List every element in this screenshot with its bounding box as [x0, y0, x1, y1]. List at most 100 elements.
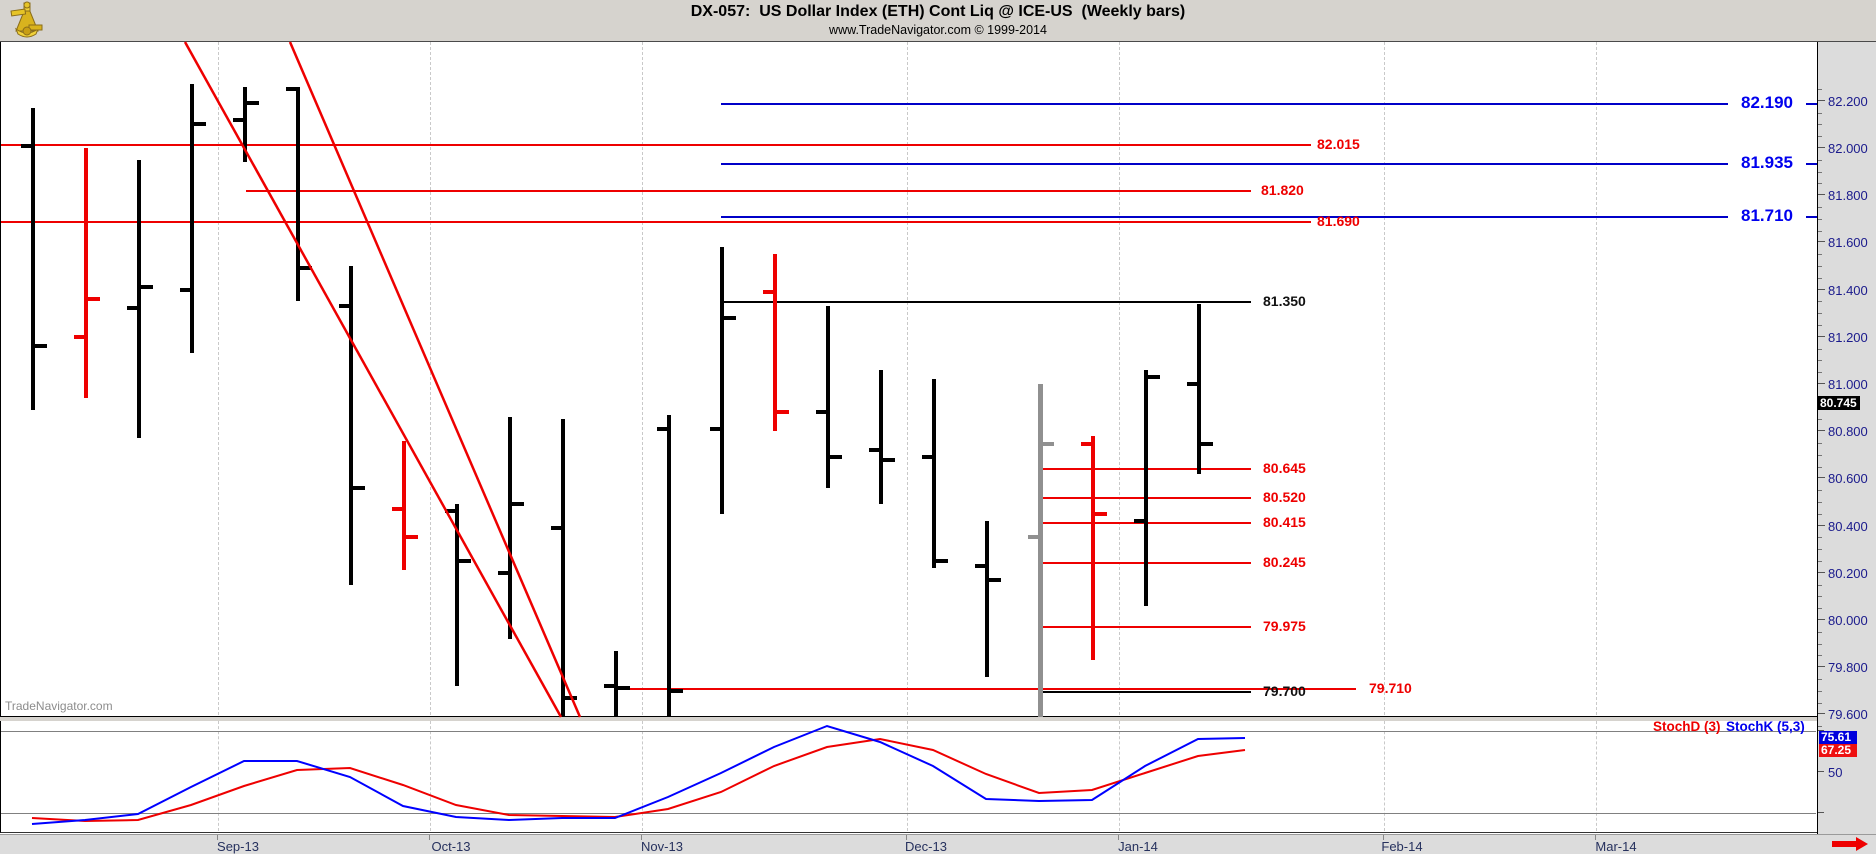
bar-close-tick: [616, 686, 630, 690]
price-tick-label: 80.200: [1828, 566, 1868, 581]
bar-open-tick: [816, 410, 828, 414]
month-tick: [641, 835, 642, 840]
month-tick: [906, 835, 907, 840]
stoch-axis-tick: [1818, 771, 1824, 772]
month-label: Nov-13: [641, 839, 683, 854]
price-tick-label: 80.000: [1828, 613, 1868, 628]
month-gridline: [642, 721, 643, 831]
ohlc-bar: [1037, 384, 1043, 738]
bar-open-tick: [922, 455, 934, 459]
price-minor-tick: [1818, 443, 1822, 444]
bar-open-tick: [445, 509, 457, 513]
ohlc-bar: [614, 651, 618, 757]
ohlc-bar: [137, 160, 141, 438]
price-level-line: [1040, 691, 1251, 693]
price-major-tick: [1818, 147, 1825, 148]
price-major-tick: [1818, 430, 1825, 431]
price-minor-tick: [1818, 632, 1822, 633]
price-minor-tick: [1818, 349, 1822, 350]
price-level-label: 81.690: [1317, 213, 1360, 229]
price-minor-tick: [1818, 266, 1822, 267]
bar-open-tick: [1134, 519, 1146, 523]
ohlc-bar: [667, 415, 671, 755]
ohlc-bar: [31, 108, 35, 410]
price-level-label: 81.820: [1261, 182, 1304, 198]
ohlc-bar: [1091, 436, 1095, 660]
month-label: Jan-14: [1118, 839, 1158, 854]
stochk-badge: 75.61: [1819, 731, 1857, 744]
price-axis[interactable]: 82.200 82.000 81.800 81.600 81.400 81.200 81.0…: [1817, 42, 1876, 834]
price-level-line: [616, 688, 1356, 690]
price-minor-tick: [1818, 679, 1822, 680]
price-major-tick: [1818, 525, 1825, 526]
bar-open-tick: [180, 288, 192, 292]
price-major-tick: [1818, 241, 1825, 242]
price-minor-tick: [1818, 219, 1822, 220]
bar-close-tick: [934, 559, 948, 563]
month-gridline: [218, 721, 219, 831]
ohlc-bar: [84, 148, 88, 398]
price-minor-tick: [1818, 502, 1822, 503]
price-tick-label: 81.000: [1828, 377, 1868, 392]
bar-close-tick: [404, 535, 418, 539]
price-major-tick: [1818, 383, 1825, 384]
month-label: Sep-13: [217, 839, 259, 854]
bar-open-tick: [657, 427, 669, 431]
price-minor-tick: [1818, 608, 1822, 609]
bar-close-tick: [828, 455, 842, 459]
price-minor-tick: [1818, 549, 1822, 550]
price-level-line: [721, 163, 1728, 165]
stochd-badge: 67.25: [1819, 744, 1857, 757]
month-tick: [1595, 835, 1596, 840]
red-right-arrow[interactable]: [1830, 837, 1870, 851]
price-level-line: [1, 144, 1311, 146]
price-major-tick: [1818, 713, 1825, 714]
date-axis[interactable]: Sep-13 Oct-13 Nov-13 Dec-13 Jan-14 Feb-14 Mar-…: [0, 834, 1876, 854]
price-major-tick: [1818, 666, 1825, 667]
price-major-tick: [1818, 289, 1825, 290]
price-minor-tick: [1818, 585, 1822, 586]
price-tick-label: 79.600: [1828, 707, 1868, 722]
bar-close-tick: [245, 101, 259, 105]
month-label: Mar-14: [1595, 839, 1637, 854]
price-level-line: [721, 103, 1728, 105]
month-label: Oct-13: [431, 839, 471, 854]
price-minor-tick: [1818, 360, 1822, 361]
stoch-level-line: [1, 813, 1816, 814]
ohlc-bar: [349, 266, 353, 585]
stoch-mid-label: 50: [1828, 765, 1843, 780]
price-level-label: 81.710: [1741, 206, 1793, 225]
price-minor-tick: [1818, 278, 1822, 279]
month-gridline: [1596, 721, 1597, 831]
price-level-label: 80.520: [1263, 489, 1306, 505]
price-tick-label: 82.200: [1828, 94, 1868, 109]
price-plot-area[interactable]: 82.190 82.015 81.935 81.820 81.710 81.690 81.3…: [0, 42, 1818, 757]
stochd-legend-label: StochD (3): [1653, 719, 1721, 734]
price-level-line: [724, 301, 1251, 303]
month-tick: [217, 835, 218, 840]
current-price-badge: 80.745: [1818, 396, 1860, 410]
price-tick-label: 81.400: [1828, 283, 1868, 298]
page-title: DX-057: US Dollar Index (ETH) Cont Liq @…: [690, 3, 1186, 20]
bar-close-tick: [775, 410, 789, 414]
bar-close-tick: [669, 689, 683, 693]
bar-open-tick: [604, 684, 616, 688]
bar-close-tick: [139, 285, 153, 289]
ohlc-bar: [879, 370, 883, 504]
price-minor-tick: [1818, 183, 1822, 184]
bar-open-tick: [763, 290, 775, 294]
ohlc-bar: [1197, 304, 1201, 474]
bar-close-tick: [457, 559, 471, 563]
price-minor-tick: [1818, 644, 1822, 645]
price-level-line: [1806, 103, 1818, 105]
ohlc-bar: [508, 417, 512, 639]
price-minor-tick: [1818, 655, 1822, 656]
price-level-line: [1, 221, 1311, 223]
price-level-label: 81.935: [1741, 153, 1793, 172]
stochastic-panel[interactable]: [0, 721, 1817, 833]
price-major-tick: [1818, 100, 1825, 101]
ohlc-bar: [720, 247, 724, 514]
price-minor-tick: [1818, 691, 1822, 692]
month-gridline: [1384, 721, 1385, 831]
bar-close-tick: [563, 696, 577, 700]
